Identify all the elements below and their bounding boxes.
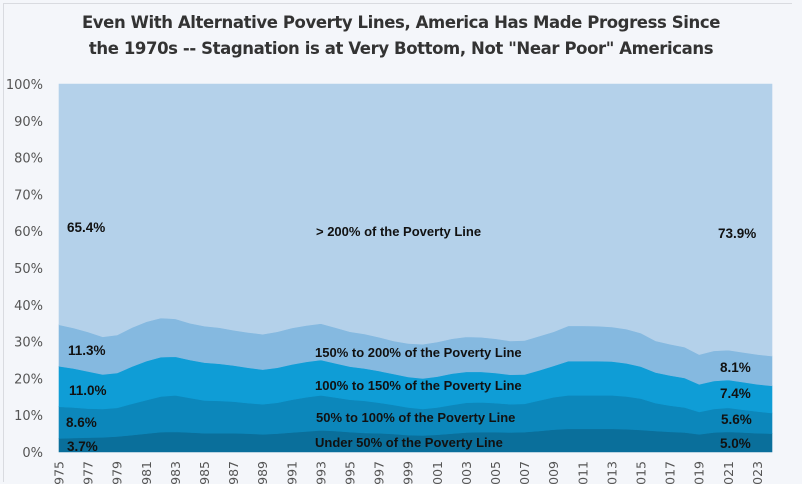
- x-tick-label: 2021: [721, 461, 736, 484]
- x-tick-label: 2009: [546, 461, 561, 484]
- y-tick-label: 80%: [14, 152, 43, 167]
- x-tick-label: 2003: [459, 461, 474, 484]
- chart-frame: [3, 3, 792, 482]
- x-axis: 1975 1977 1979 1981 1983 1985 1987 1989 1991 1993…: [52, 461, 765, 484]
- x-tick-label: 2001: [430, 461, 445, 484]
- y-tick-label: 70%: [14, 188, 43, 203]
- x-tick-label: 1999: [401, 461, 416, 484]
- x-tick-label: 1995: [343, 461, 358, 484]
- y-tick-label: 30%: [14, 336, 43, 351]
- series-label-100-150: 100% to 150% of the Poverty Line: [315, 378, 522, 393]
- y-tick-label: 20%: [14, 372, 43, 387]
- x-tick-label: 1981: [139, 461, 154, 484]
- x-tick-label: 1991: [284, 461, 299, 484]
- chart-title-line-1: Even With Alternative Poverty Lines, Ame…: [81, 13, 721, 32]
- y-tick-label: 0%: [22, 446, 43, 461]
- x-tick-label: 1977: [81, 461, 96, 484]
- start-value-under-50: 3.7%: [67, 439, 98, 454]
- x-tick-label: 1997: [372, 461, 387, 484]
- chart-title-line-2: the 1970s -- Stagnation is at Very Botto…: [88, 39, 714, 58]
- x-tick-label: 2007: [517, 461, 532, 484]
- x-tick-label: 2017: [663, 461, 678, 484]
- y-axis: 0% 10% 20% 30% 40% 50% 60% 70% 80% 90% 100%: [6, 78, 43, 461]
- end-value-over-200: 73.9%: [718, 226, 756, 241]
- y-tick-label: 100%: [6, 78, 43, 93]
- end-value-under-50: 5.0%: [720, 436, 751, 451]
- start-value-over-200: 65.4%: [67, 220, 105, 235]
- y-tick-label: 50%: [14, 262, 43, 277]
- y-tick-label: 40%: [14, 299, 43, 314]
- y-tick-label: 10%: [14, 409, 43, 424]
- area-layers: [58, 83, 773, 453]
- end-value-150-200: 8.1%: [720, 360, 751, 375]
- x-tick-label: 2023: [750, 461, 765, 484]
- y-tick-label: 90%: [14, 115, 43, 130]
- x-tick-label: 2011: [575, 461, 590, 484]
- start-value-100-150: 11.0%: [69, 383, 107, 398]
- x-tick-label: 1985: [197, 461, 212, 484]
- x-tick-label: 1993: [313, 461, 328, 484]
- chart-title: Even With Alternative Poverty Lines, Ame…: [0, 10, 802, 62]
- series-label-150-200: 150% to 200% of the Poverty Line: [315, 345, 522, 360]
- x-tick-label: 2013: [604, 461, 619, 484]
- x-tick-label: 1975: [52, 461, 67, 484]
- x-tick-label: 1987: [226, 461, 241, 484]
- x-tick-label: 1989: [255, 461, 270, 484]
- x-tick-label: 2019: [692, 461, 707, 484]
- end-value-50-100: 5.6%: [721, 412, 752, 427]
- y-tick-label: 60%: [14, 225, 43, 240]
- start-value-50-100: 8.6%: [66, 415, 97, 430]
- series-label-under-50: Under 50% of the Poverty Line: [315, 435, 503, 450]
- start-value-150-200: 11.3%: [68, 343, 106, 358]
- x-tick-label: 2015: [634, 461, 649, 484]
- x-tick-label: 2005: [488, 461, 503, 484]
- area-200-of-the-poverty-line: [58, 83, 773, 357]
- series-label-over-200: > 200% of the Poverty Line: [316, 224, 481, 239]
- x-tick-label: 1979: [110, 461, 125, 484]
- x-tick-label: 1983: [168, 461, 183, 484]
- end-value-100-150: 7.4%: [720, 386, 751, 401]
- series-label-50-100: 50% to 100% of the Poverty Line: [316, 410, 515, 425]
